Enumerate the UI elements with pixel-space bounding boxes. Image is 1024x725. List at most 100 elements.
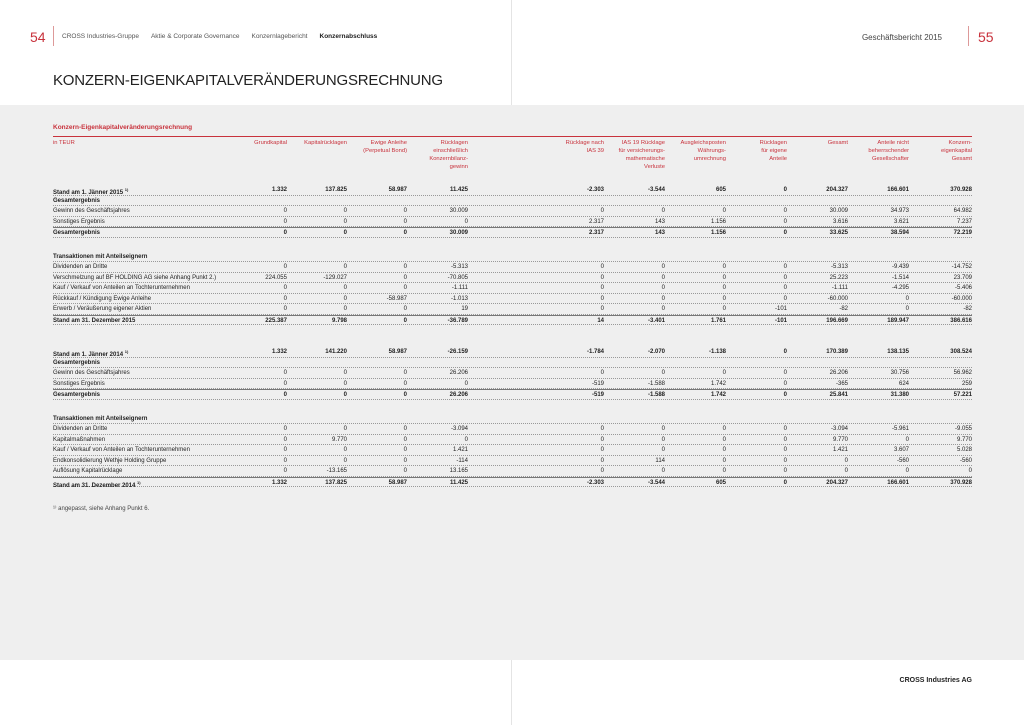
table-cell: 0 <box>600 208 604 214</box>
table-cell: 0 <box>722 274 726 281</box>
table-title: Konzern-Eigenkapitalveränderungsrechnung <box>53 124 972 137</box>
nav-item[interactable]: Aktie & Corporate Governance <box>150 33 240 40</box>
table-cell: 0 <box>722 426 726 432</box>
row-label-text: Gesamtergebnis <box>53 197 101 204</box>
table-cell: 0 <box>661 306 665 312</box>
table-cell: 1.761 <box>710 317 726 324</box>
table-cell: 25.841 <box>829 392 848 398</box>
table-cell: 0 <box>722 468 726 474</box>
table-cell: 0 <box>343 230 347 236</box>
table-row: Verschmelzung auf BF HOLDING AG siehe An… <box>53 273 972 284</box>
table-cell: 1.421 <box>452 447 468 453</box>
table-cell: 0 <box>783 479 787 486</box>
row-label-text: Verschmelzung auf BF HOLDING AG siehe An… <box>53 274 217 281</box>
row-label: Stand am 1. Jänner 2014 1) <box>53 347 128 361</box>
table-cell: 26.206 <box>829 370 848 376</box>
table-cell: 1.421 <box>832 447 848 453</box>
table-cell: 3.616 <box>832 218 848 225</box>
row-label-text: Erwerb / Veräußerung eigener Aktien <box>53 306 152 312</box>
column-header: Rücklagen einschließlich Konzernbilanz- … <box>429 140 468 170</box>
table-cell: 386.616 <box>950 317 972 324</box>
table-cell: 0 <box>600 295 604 302</box>
table-cell: -560 <box>959 457 972 464</box>
table-cell: 259 <box>961 380 972 387</box>
table-cell: 0 <box>403 264 407 270</box>
row-label-text: Stand am 1. Jänner 2015 <box>53 190 124 196</box>
page-title: KONZERN-EIGENKAPITALVERÄNDERUNGSRECHNUNG <box>53 72 443 89</box>
table-cell: 0 <box>844 457 848 464</box>
row-label-text: Gewinn des Geschäftsjahres <box>53 208 130 214</box>
row-label-text: Transaktionen mit Anteilseignern <box>53 253 148 260</box>
nav-item[interactable]: Konzernlagebericht <box>251 33 308 40</box>
table-cell: 1.156 <box>710 218 726 225</box>
table-cell: 137.825 <box>325 479 347 486</box>
row-label: Rückkauf / Kündigung Ewige Anleihe <box>53 294 151 305</box>
table-cell: 0 <box>403 370 407 376</box>
table-cell: 2.317 <box>588 218 604 225</box>
table-cell: 0 <box>600 457 604 464</box>
row-label-text: Transaktionen mit Anteilseignern <box>53 415 148 422</box>
table-cell: 189.947 <box>887 317 909 324</box>
row-label-text: Kapitalmaßnahmen <box>53 436 106 443</box>
table-cell: -5.313 <box>450 264 468 270</box>
nav-item[interactable]: CROSS Industries-Gruppe <box>62 33 139 40</box>
table-row: Gesamtergebnis 0 0 0 26.206 -519 -1.588 1.742 0 2… <box>53 389 972 400</box>
table-cell: 0 <box>722 447 726 453</box>
table-cell: 0 <box>661 208 665 214</box>
table-row: Stand am 1. Jänner 2014 1) 1.332 141.220 58… <box>53 347 972 358</box>
table-cell: -5.406 <box>954 285 972 291</box>
row-label: Auflösung Kapitalrücklage <box>53 466 122 477</box>
table-cell: 0 <box>600 264 604 270</box>
row-label: Transaktionen mit Anteilseignern <box>53 414 147 425</box>
table-row: Stand am 31. Dezember 2014 1) 1.332 137.82… <box>53 476 972 489</box>
row-label: Transaktionen mit Anteilseignern <box>53 252 147 263</box>
table-cell: 0 <box>283 306 287 312</box>
table-cell: 0 <box>403 230 407 236</box>
table-cell: -114 <box>456 457 468 464</box>
table-cell: -5.313 <box>830 264 848 270</box>
table-cell: 0 <box>783 447 787 453</box>
row-label: Gesamtergebnis <box>53 358 100 369</box>
row-label: Gesamtergebnis <box>53 196 100 207</box>
table-cell: 0 <box>403 392 407 398</box>
table-cell: 0 <box>783 230 787 236</box>
row-label: Stand am 1. Jänner 2015 1) <box>53 185 128 199</box>
table-cell: -58.987 <box>386 295 407 302</box>
table-cell: 3.621 <box>893 218 909 225</box>
table-cell: 11.425 <box>449 479 468 486</box>
table-header: in TEUR Grundkapital Kapitalrücklagen Ewig… <box>53 137 972 185</box>
table-cell: 30.009 <box>449 208 468 214</box>
table-cell: 0 <box>783 426 787 432</box>
table-cell: 13.165 <box>449 468 468 474</box>
row-label: Kapitalmaßnahmen <box>53 435 105 446</box>
row-label: Gewinn des Geschäftsjahres <box>53 368 130 379</box>
table-cell: 58.987 <box>388 479 407 486</box>
row-label-text: Kauf / Verkauf von Anteilen an Tochterun… <box>53 285 190 291</box>
nav-item[interactable]: Konzernabschluss <box>319 33 378 40</box>
footnote-marker: 1) <box>124 349 129 354</box>
table-row: Sonstiges Ergebnis 0 0 0 0 -519 -1.588 1.742 0 -3… <box>53 379 972 389</box>
table-cell: 224.055 <box>265 274 287 281</box>
table-cell: 143 <box>654 218 665 225</box>
row-label: Gesamtergebnis <box>53 228 100 239</box>
table-cell: 9.798 <box>331 317 347 324</box>
table-cell: -1.111 <box>451 285 468 291</box>
table-cell: 605 <box>715 187 726 193</box>
table-row: Erwerb / Veräußerung eigener Aktien 0 0 0 19… <box>53 304 972 315</box>
table-cell: 0 <box>722 306 726 312</box>
table-cell: -82 <box>839 306 848 312</box>
table-cell: 370.928 <box>950 479 972 486</box>
table-cell: 30.009 <box>829 208 848 214</box>
table-cell: 33.625 <box>829 230 848 236</box>
table-row: Kauf / Verkauf von Anteilen an Tochterun… <box>53 445 972 456</box>
table-cell: -129.027 <box>323 274 347 281</box>
section-heading: Transaktionen mit Anteilseignern <box>53 252 972 263</box>
row-label: Verschmelzung auf BF HOLDING AG siehe An… <box>53 273 216 284</box>
row-label-text: Gewinn des Geschäftsjahres <box>53 370 130 376</box>
row-label: Endkonsolidierung Wethje Holding Gruppe <box>53 456 166 467</box>
table-cell: 114 <box>655 457 665 464</box>
table-cell: 30.009 <box>449 230 468 236</box>
table-cell: 56.962 <box>953 370 972 376</box>
column-header: Ewige Anleihe (Perpetual Bond) <box>363 140 407 154</box>
table-cell: 0 <box>283 370 287 376</box>
